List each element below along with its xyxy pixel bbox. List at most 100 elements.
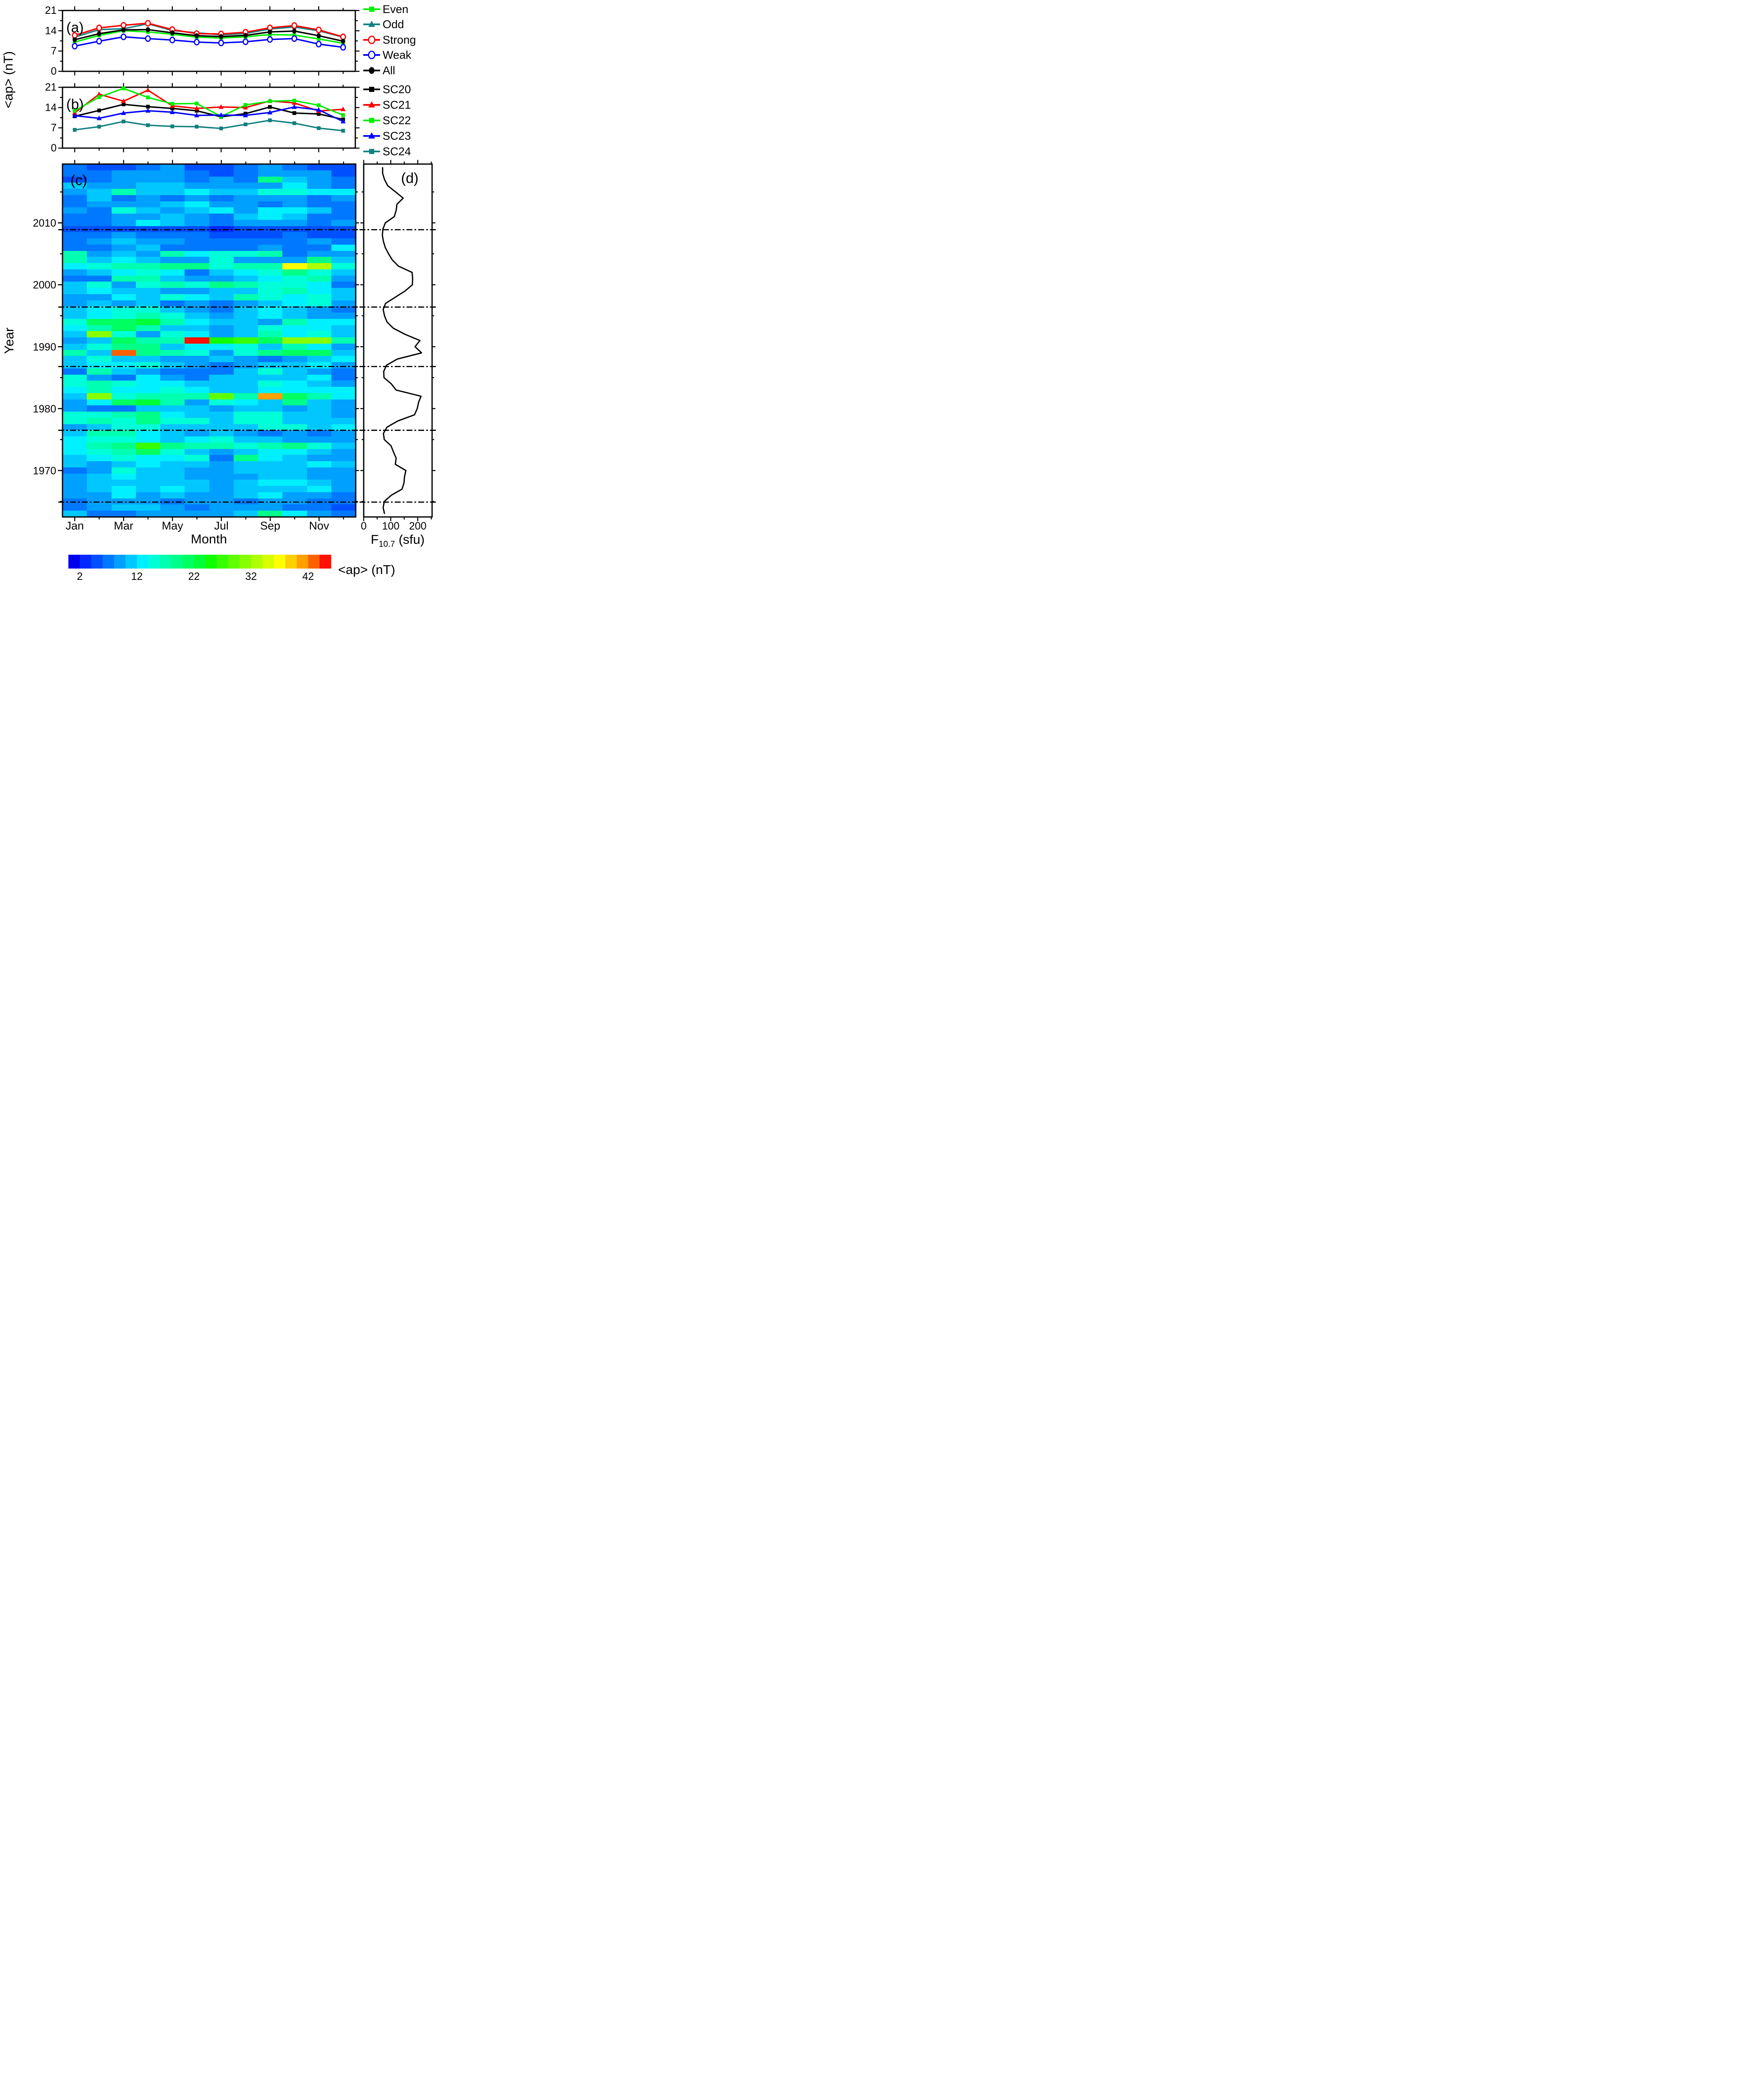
series-line-Even xyxy=(74,30,344,44)
heatmap-cell xyxy=(111,251,136,257)
heatmap-cell xyxy=(258,461,283,467)
heatmap-cell xyxy=(233,275,258,282)
heatmap-cell xyxy=(307,251,331,257)
heatmap-cell xyxy=(160,201,185,208)
series-marker-SC22 xyxy=(341,113,345,117)
heatmap-cell xyxy=(87,368,112,375)
heatmap-cell xyxy=(233,232,258,238)
heatmap-row-1988 xyxy=(63,356,356,362)
heatmap-cell xyxy=(87,343,112,350)
heatmap-cell xyxy=(87,331,112,337)
heatmap-cell xyxy=(209,207,234,214)
month-axis-title: Month xyxy=(190,532,227,546)
colorbar-segment xyxy=(319,555,331,569)
series-marker-SC23 xyxy=(292,104,297,109)
heatmap-cell xyxy=(111,442,136,449)
heatmap-cell xyxy=(282,399,307,406)
heatmap-cell xyxy=(209,486,234,492)
heatmap-cell xyxy=(331,313,356,319)
heatmap-cell xyxy=(209,480,234,486)
heatmap-cell xyxy=(111,467,136,474)
heatmap-cell xyxy=(111,294,136,300)
heatmap-cell xyxy=(135,325,160,331)
heatmap-cell xyxy=(87,430,112,436)
heatmap-cell xyxy=(135,350,160,356)
heatmap-grid xyxy=(63,164,356,517)
series-marker-All xyxy=(97,31,102,37)
heatmap-cell xyxy=(307,232,331,238)
heatmap-cell xyxy=(87,504,112,511)
colorbar-segment xyxy=(262,555,274,569)
heatmap-cell xyxy=(111,275,136,282)
series-marker-SC23 xyxy=(145,108,151,113)
series-marker-All xyxy=(194,33,199,39)
series-marker-Strong xyxy=(145,20,151,27)
heatmap-cell xyxy=(111,480,136,486)
heatmap-cell xyxy=(63,381,87,387)
heatmap-cell xyxy=(63,313,87,319)
heatmap-cell xyxy=(258,251,283,257)
heatmap-row-2012 xyxy=(63,207,356,214)
series-marker-All xyxy=(219,34,224,39)
heatmap-cell xyxy=(160,244,185,251)
heatmap-cell xyxy=(209,473,234,480)
colorbar-segment xyxy=(102,555,115,569)
series-line-Weak xyxy=(74,36,344,48)
legend-marker-Even xyxy=(369,6,375,12)
heatmap-cell xyxy=(135,176,160,183)
heatmap-cell xyxy=(258,306,283,313)
heatmap-cell xyxy=(331,183,356,189)
heatmap-cell xyxy=(258,399,283,406)
heatmap-cell xyxy=(111,219,136,226)
heatmap-cell xyxy=(63,331,87,337)
heatmap-cell xyxy=(185,170,209,177)
heatmap-cell xyxy=(135,356,160,362)
heatmap-cell xyxy=(87,244,112,251)
panel-c-frame xyxy=(62,163,357,518)
heatmap-cell xyxy=(160,226,185,232)
heatmap-cell xyxy=(63,207,87,214)
heatmap-cell xyxy=(233,511,258,517)
heatmap-cell xyxy=(258,393,283,399)
heatmap-cell xyxy=(209,282,234,288)
heatmap-cell xyxy=(135,455,160,461)
heatmap-cell xyxy=(63,424,87,431)
heatmap-cell xyxy=(185,436,209,443)
heatmap-cell xyxy=(160,418,185,424)
heatmap-cell xyxy=(160,238,185,245)
heatmap-cell xyxy=(233,405,258,412)
heatmap-cell xyxy=(258,424,283,431)
heatmap-cell xyxy=(160,288,185,294)
series-marker-SC23 xyxy=(243,112,248,117)
heatmap-cell xyxy=(331,288,356,294)
heatmap-cell xyxy=(111,183,136,189)
heatmap-cell xyxy=(111,331,136,337)
series-marker-SC22 xyxy=(268,99,272,103)
heatmap-row-1998 xyxy=(63,294,356,300)
heatmap-cell xyxy=(185,189,209,195)
heatmap-cell xyxy=(87,461,112,467)
legend-marker-Strong xyxy=(368,35,375,44)
heatmap-cell xyxy=(111,244,136,251)
heatmap-cell xyxy=(209,418,234,424)
heatmap-cell xyxy=(87,473,112,480)
heatmap-cell xyxy=(111,282,136,288)
heatmap-cell xyxy=(209,331,234,337)
heatmap-cell xyxy=(307,412,331,418)
heatmap-cell xyxy=(307,269,331,276)
heatmap-cell xyxy=(331,214,356,220)
heatmap-cell xyxy=(160,337,185,344)
heatmap-cell xyxy=(87,424,112,431)
heatmap-cell xyxy=(135,368,160,375)
colorbar-tick-label: 2 xyxy=(77,571,83,582)
heatmap-cell xyxy=(282,362,307,368)
heatmap-cell xyxy=(307,424,331,431)
heatmap-cell xyxy=(63,257,87,263)
heatmap-cell xyxy=(185,492,209,498)
heatmap-cell xyxy=(258,498,283,505)
heatmap-cell xyxy=(258,504,283,511)
heatmap-cell xyxy=(282,511,307,517)
colorbar-segment xyxy=(171,555,183,569)
heatmap-cell xyxy=(160,219,185,226)
heatmap-cell xyxy=(111,511,136,517)
